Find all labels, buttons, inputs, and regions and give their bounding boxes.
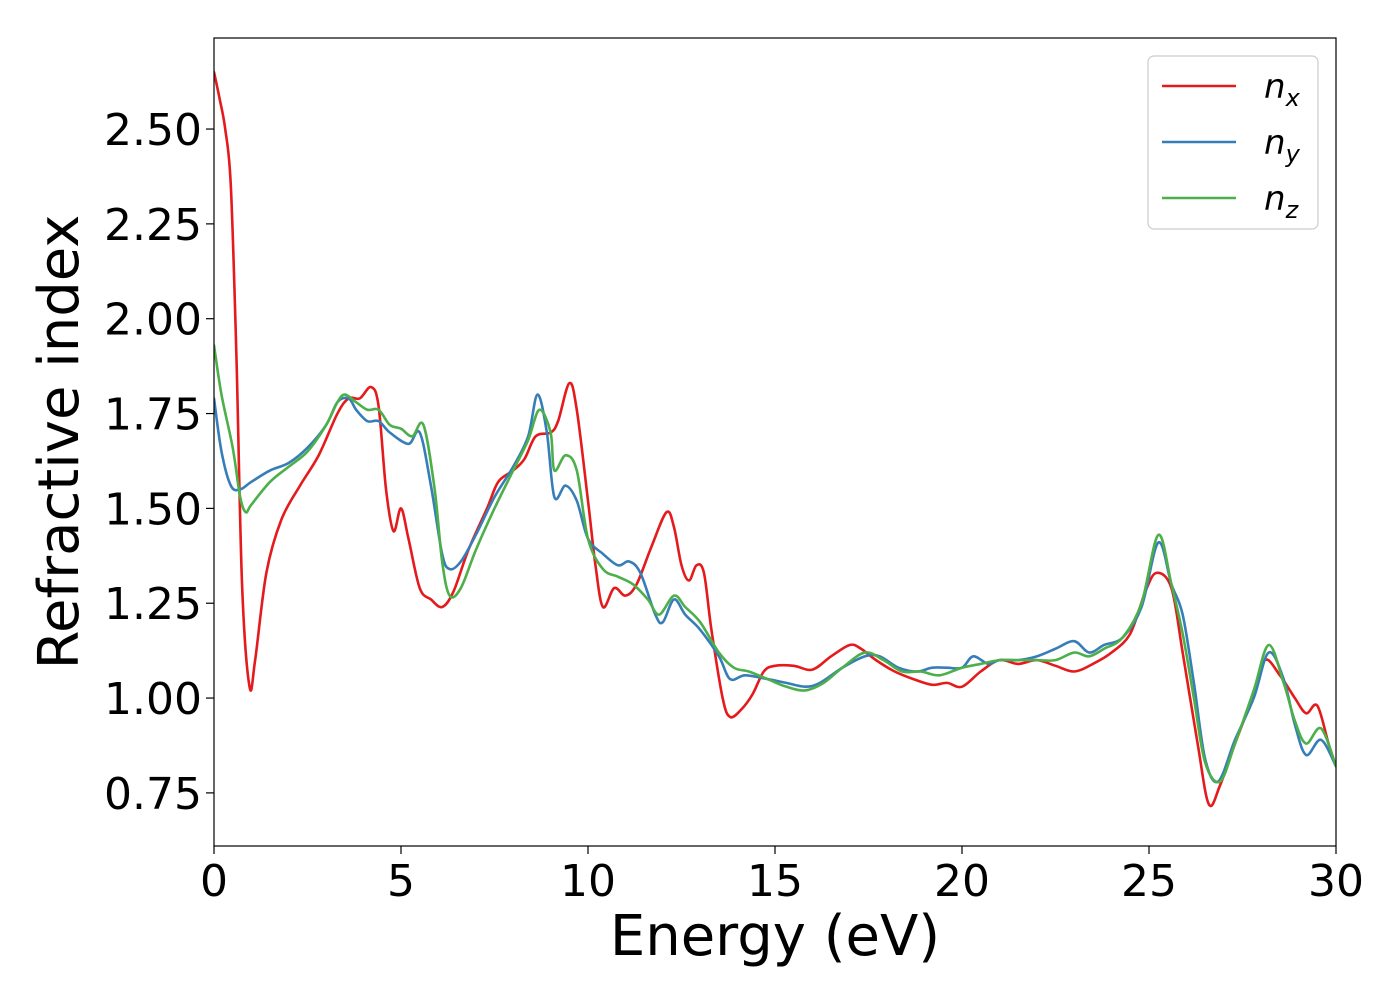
y-tick-label: 0.75 (104, 769, 202, 820)
x-axis-label: Energy (eV) (610, 904, 940, 969)
x-axis-ticks: 0 5 10 15 20 25 30 (200, 846, 1364, 907)
y-tick-label: 1.75 (104, 390, 202, 441)
y-tick-label: 2.25 (104, 200, 202, 251)
x-tick-label: 5 (387, 856, 415, 907)
x-tick-label: 10 (560, 856, 616, 907)
y-tick-label: 2.00 (104, 295, 202, 346)
series-line-nz (214, 343, 1336, 784)
y-tick-label: 1.00 (104, 674, 202, 725)
series-line-ny (214, 393, 1336, 784)
x-tick-label: 30 (1308, 856, 1364, 907)
x-tick-label: 20 (934, 856, 990, 907)
x-tick-label: 25 (1121, 856, 1177, 907)
y-tick-label: 1.25 (104, 579, 202, 630)
x-tick-label: 0 (200, 856, 228, 907)
x-tick-label: 15 (747, 856, 803, 907)
y-tick-label: 1.50 (104, 484, 202, 535)
y-axis-ticks: 0.75 1.00 1.25 1.50 1.75 2.00 2.25 2.50 (104, 105, 214, 820)
y-axis-label: Refractive index (27, 215, 92, 670)
series-layer (214, 70, 1336, 808)
y-tick-label: 2.50 (104, 105, 202, 156)
